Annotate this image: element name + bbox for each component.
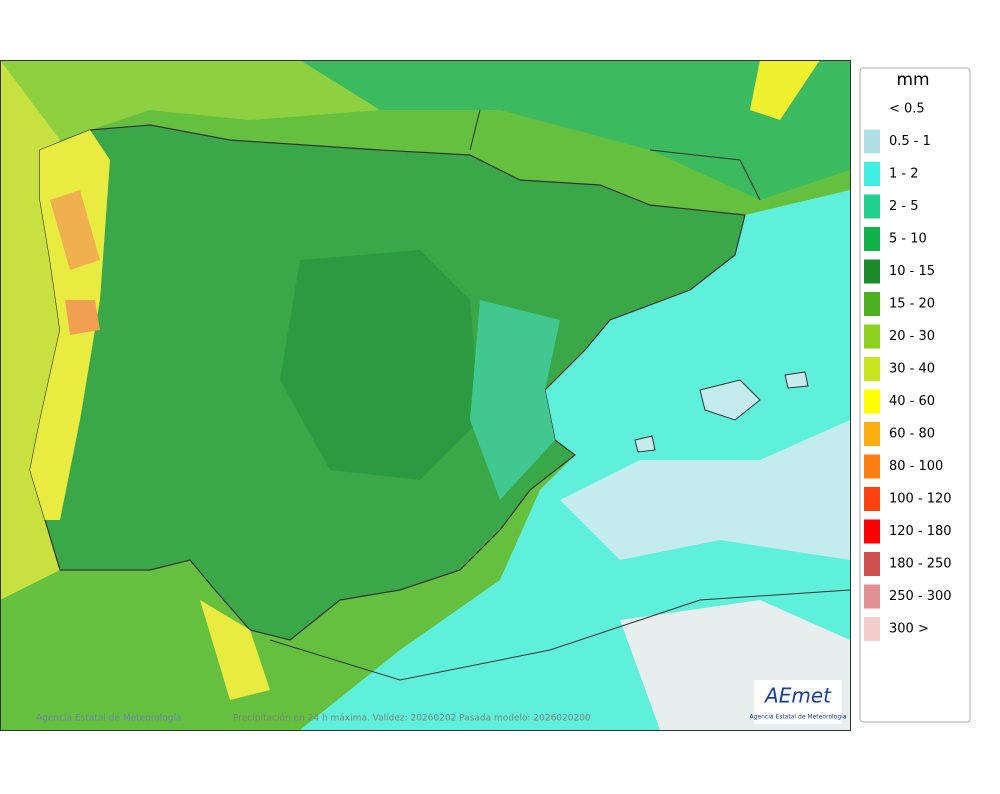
atlantic-north bbox=[0, 60, 380, 140]
legend-swatch bbox=[864, 422, 880, 446]
legend-label: < 0.5 bbox=[889, 102, 925, 117]
mediterranean bbox=[300, 190, 850, 730]
legend-label: 300 > bbox=[889, 622, 929, 637]
legend-swatch bbox=[864, 259, 880, 284]
legend-label: 120 - 180 bbox=[889, 524, 952, 539]
legend-label: 15 - 20 bbox=[889, 297, 935, 312]
legend-swatch bbox=[864, 519, 880, 544]
france-border bbox=[469, 109, 761, 201]
logo-subtitle: Agencia Estatal de Meteorología bbox=[750, 714, 847, 721]
legend-swatch bbox=[864, 227, 880, 251]
low-rain-area bbox=[560, 420, 850, 560]
ibiza bbox=[634, 435, 656, 453]
map-frame bbox=[0, 60, 851, 731]
interior-heavy bbox=[280, 250, 480, 480]
legend-swatch bbox=[864, 552, 880, 576]
legend-swatch bbox=[864, 617, 880, 641]
footer-agency: Agencia Estatal de Meteorología bbox=[36, 714, 182, 724]
menorca bbox=[784, 371, 809, 389]
strait-area bbox=[200, 600, 270, 700]
legend-title: mm bbox=[896, 70, 929, 90]
legend-swatch bbox=[864, 357, 880, 381]
legend-swatch bbox=[864, 389, 880, 414]
footer-caption: Precipitación en 24 h máxima. Validez: 2… bbox=[233, 713, 591, 724]
legend-label: 10 - 15 bbox=[889, 264, 935, 279]
legend-swatch bbox=[864, 584, 880, 609]
legend-label: 180 - 250 bbox=[889, 557, 952, 572]
biscay-france bbox=[300, 60, 850, 200]
africa-coast bbox=[269, 589, 851, 681]
legend-label: 2 - 5 bbox=[889, 199, 919, 214]
legend-label: 250 - 300 bbox=[889, 589, 952, 604]
logo-box bbox=[754, 680, 842, 724]
heavy-rain-portugal bbox=[65, 300, 100, 335]
legend-swatch bbox=[864, 454, 880, 479]
mallorca bbox=[699, 379, 761, 421]
logo-name: AEmet bbox=[763, 684, 832, 708]
france-high bbox=[750, 60, 820, 120]
logo: AEmet Agencia Estatal de Meteorología bbox=[750, 680, 847, 724]
legend-label: 5 - 10 bbox=[889, 232, 927, 247]
legend-label: 60 - 80 bbox=[889, 427, 935, 442]
legend-swatch bbox=[864, 162, 880, 186]
legend-label: 100 - 120 bbox=[889, 492, 952, 507]
map bbox=[0, 60, 851, 731]
atlantic-west bbox=[0, 60, 60, 600]
legend-label: 40 - 60 bbox=[889, 394, 935, 409]
legend-label: 0.5 - 1 bbox=[889, 134, 931, 149]
legend-label: 30 - 40 bbox=[889, 362, 935, 377]
legend-box bbox=[859, 67, 971, 723]
legend-swatch bbox=[864, 97, 880, 121]
legend-label: 1 - 2 bbox=[889, 167, 919, 182]
legend-swatch bbox=[864, 487, 880, 511]
legend-label: 80 - 100 bbox=[889, 459, 943, 474]
legend-swatch bbox=[864, 324, 880, 349]
legend-swatch bbox=[864, 129, 880, 154]
heavy-rain-galicia bbox=[50, 190, 100, 270]
legend-swatch bbox=[864, 194, 880, 219]
east-moderate bbox=[470, 300, 560, 500]
legend: mm < 0.5 0.5 - 1 1 - 2 2 - 5 5 - 10 10 - 15 15… bbox=[859, 67, 971, 723]
legend-label: 20 - 30 bbox=[889, 329, 935, 344]
legend-swatch bbox=[864, 292, 880, 316]
